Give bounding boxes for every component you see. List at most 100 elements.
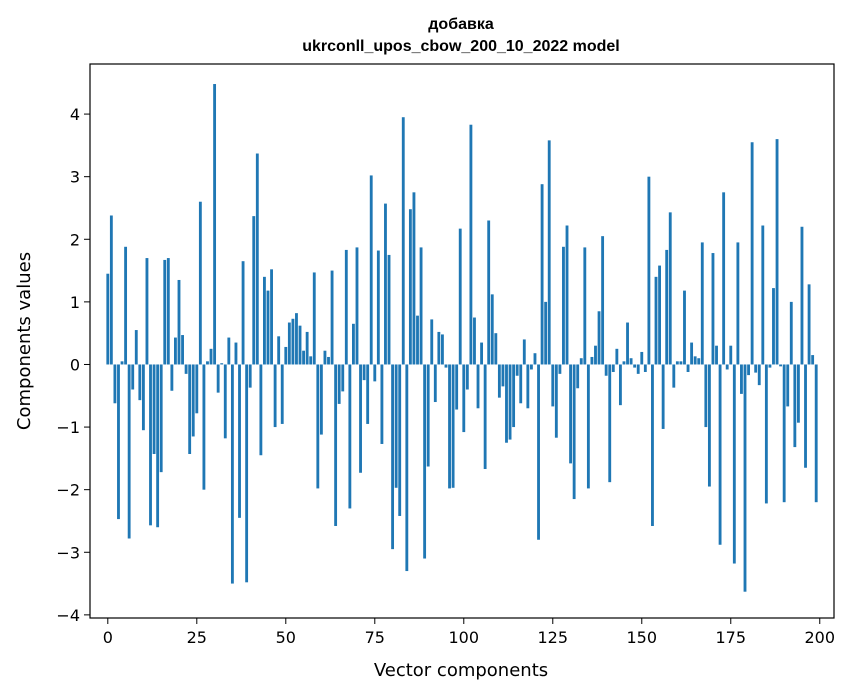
bar-117 [522, 339, 526, 365]
bar-198 [811, 355, 815, 365]
bar-13 [152, 364, 156, 454]
bar-15 [159, 364, 163, 473]
bar-88 [419, 247, 423, 365]
bar-128 [562, 246, 565, 365]
bar-181 [750, 142, 754, 365]
bar-146 [626, 322, 629, 365]
bar-195 [800, 226, 804, 365]
bar-111 [501, 364, 505, 387]
bar-97 [451, 364, 455, 488]
bar-17 [166, 258, 170, 365]
bar-79 [387, 254, 391, 365]
bar-150 [640, 351, 644, 365]
bar-81 [394, 364, 398, 488]
bar-50 [284, 346, 288, 365]
bar-72 [362, 364, 366, 381]
bar-78 [384, 203, 387, 365]
bar-143 [615, 348, 619, 365]
bar-82 [398, 364, 402, 516]
bar-29 [209, 348, 213, 365]
bar-196 [804, 364, 807, 468]
x-ticks-group: 0 25 50 75 100 125 150 175 200 [103, 618, 835, 647]
bar-102 [469, 124, 473, 365]
bar-183 [757, 364, 761, 386]
bar-42 [255, 153, 259, 365]
bar-38 [241, 261, 245, 365]
bar-124 [547, 140, 551, 365]
x-tick-label: 175 [715, 628, 746, 647]
chart-title-line1: добавка [428, 16, 494, 33]
bar-76 [376, 250, 380, 365]
bar-151 [643, 364, 647, 372]
bar-160 [675, 361, 679, 365]
bar-101 [465, 364, 469, 390]
bar-61 [323, 350, 327, 365]
bar-115 [515, 364, 519, 376]
bar-64 [334, 364, 338, 526]
bar-25 [195, 364, 199, 414]
bar-74 [369, 175, 373, 365]
bar-80 [391, 364, 395, 550]
bar-166 [697, 358, 701, 365]
bar-96 [448, 364, 451, 489]
bar-45 [266, 290, 270, 365]
bar-21 [181, 335, 184, 365]
bar-4 [120, 361, 124, 365]
bar-26 [198, 201, 202, 365]
bar-199 [814, 364, 818, 503]
bar-60 [319, 364, 323, 435]
bar-106 [483, 364, 487, 470]
bar-136 [590, 356, 594, 365]
bar-197 [807, 284, 811, 365]
bar-171 [715, 345, 718, 365]
y-tick-label: 4 [70, 105, 80, 124]
bar-190 [782, 364, 786, 503]
y-ticks-group: −4 −3 −2 −1 0 1 2 3 4 [56, 105, 90, 625]
bar-10 [141, 364, 145, 431]
bar-119 [529, 364, 533, 370]
y-tick-label: −4 [56, 606, 80, 625]
bar-172 [718, 364, 722, 545]
bar-69 [352, 323, 355, 365]
bar-16 [163, 259, 167, 365]
bar-158 [668, 212, 672, 365]
bar-24 [191, 364, 195, 437]
bar-19 [174, 337, 177, 365]
bar-55 [302, 350, 306, 365]
bar-33 [223, 364, 227, 439]
bar-155 [658, 265, 661, 365]
bar-53 [295, 313, 298, 365]
bar-148 [633, 364, 637, 368]
bar-178 [740, 364, 743, 394]
bar-12 [149, 364, 152, 526]
bar-130 [569, 364, 572, 464]
bar-56 [305, 331, 309, 365]
bar-63 [330, 270, 334, 365]
bar-23 [188, 364, 192, 454]
x-tick-label: 200 [804, 628, 835, 647]
bar-152 [647, 176, 651, 365]
bar-129 [565, 225, 569, 365]
bar-2 [113, 364, 117, 404]
bar-7 [131, 364, 135, 390]
bar-191 [786, 364, 790, 407]
bar-114 [512, 364, 516, 428]
bar-87 [416, 315, 419, 365]
bar-123 [544, 301, 548, 365]
bar-43 [259, 364, 263, 456]
bar-93 [437, 331, 441, 365]
bar-163 [686, 364, 690, 372]
bar-95 [444, 364, 448, 368]
bar-137 [594, 345, 597, 365]
bar-135 [586, 364, 590, 489]
bar-67 [344, 249, 348, 365]
bar-20 [177, 279, 181, 365]
bar-108 [490, 294, 494, 365]
bar-52 [291, 318, 295, 365]
bar-141 [608, 364, 612, 483]
bar-84 [405, 364, 409, 572]
bar-94 [441, 334, 444, 365]
x-tick-label: 25 [187, 628, 207, 647]
bar-173 [722, 192, 726, 365]
